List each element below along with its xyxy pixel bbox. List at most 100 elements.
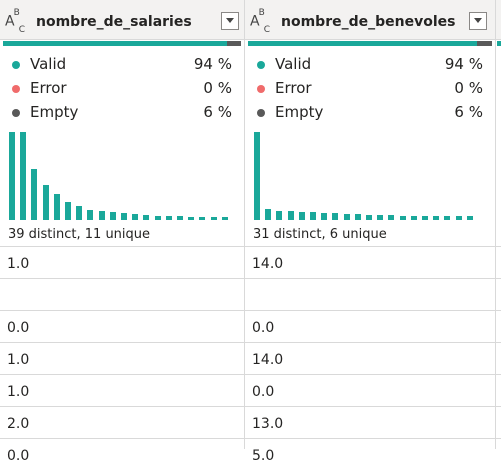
stat-valid: Valid 94 %	[245, 54, 495, 78]
text-type-icon[interactable]: ABC	[250, 8, 270, 36]
histogram-bar[interactable]	[332, 212, 339, 220]
histogram-bar[interactable]	[265, 209, 272, 220]
histogram-bar[interactable]	[65, 202, 71, 220]
empty-dot-icon	[257, 109, 265, 117]
table-cell[interactable]: 0.0	[245, 374, 495, 406]
stat-pct: 6 %	[454, 103, 483, 121]
column-values	[496, 246, 501, 470]
quality-empty-segment	[226, 41, 241, 46]
empty-dot-icon	[12, 109, 20, 117]
histogram-bar[interactable]	[87, 210, 94, 220]
histogram-bar[interactable]	[20, 132, 27, 220]
histogram-bar[interactable]	[466, 216, 473, 220]
column-header[interactable]: ABC nombre_de_salaries	[0, 0, 244, 40]
histogram-bar[interactable]	[399, 215, 406, 220]
stat-error: Error 0 %	[245, 78, 495, 102]
quality-bar	[3, 41, 241, 46]
table-cell[interactable]	[496, 310, 501, 342]
histogram-bar[interactable]	[121, 212, 127, 220]
histogram-bar[interactable]	[132, 213, 139, 220]
histogram-bar[interactable]	[433, 216, 440, 220]
histogram-bar[interactable]	[343, 213, 350, 220]
table-cell[interactable]: 0.0	[0, 310, 244, 342]
stat-pct: 0 %	[454, 79, 483, 97]
table-cell[interactable]	[496, 374, 501, 406]
stat-pct: 94 %	[193, 55, 232, 73]
histogram-bar[interactable]	[53, 193, 60, 220]
column-title[interactable]: nombre_de_salaries	[36, 14, 192, 30]
histogram-bar[interactable]	[154, 215, 161, 220]
table-cell[interactable]	[496, 406, 501, 438]
chevron-down-icon[interactable]	[469, 12, 487, 30]
quality-valid-segment	[497, 41, 501, 46]
histogram-bar[interactable]	[143, 214, 150, 220]
stat-label: Valid	[275, 55, 312, 73]
histogram-bar[interactable]	[210, 217, 217, 220]
table-cell[interactable]: 2.0	[0, 406, 244, 438]
histogram-bar[interactable]	[199, 217, 206, 220]
histogram-bar[interactable]	[254, 132, 260, 220]
column-title[interactable]: nombre_de_benevoles	[281, 14, 456, 30]
histogram-bar[interactable]	[310, 212, 316, 220]
table-cell[interactable]: 13.0	[245, 406, 495, 438]
quality-stats: Valid 94 % Error 0 % Empty 6 %	[245, 54, 495, 126]
table-cell[interactable]: 14.0	[245, 342, 495, 374]
error-dot-icon	[257, 85, 265, 93]
histogram-bar[interactable]	[31, 168, 38, 220]
histogram-bar[interactable]	[177, 216, 183, 220]
histogram-bar[interactable]	[76, 205, 83, 220]
histogram-bar[interactable]	[444, 216, 451, 220]
column-header[interactable]	[496, 0, 501, 40]
table-cell[interactable]: 0.0	[245, 310, 495, 342]
table-cell[interactable]	[496, 342, 501, 374]
column-values: 14.0 0.0 14.0 0.0 13.0 5.0	[245, 246, 495, 470]
histogram-bar[interactable]	[377, 214, 384, 220]
histogram-bar[interactable]	[410, 215, 417, 220]
histogram-bar[interactable]	[388, 214, 395, 220]
histogram-bar[interactable]	[42, 184, 49, 220]
stat-empty: Empty 6 %	[0, 102, 244, 126]
table-cell[interactable]: 5.0	[245, 438, 495, 470]
quality-valid-segment	[3, 41, 227, 46]
histogram-bar[interactable]	[366, 214, 372, 220]
stat-error: Error 0 %	[0, 78, 244, 102]
table-cell[interactable]: 14.0	[245, 246, 495, 278]
table-cell[interactable]: 0.0	[0, 438, 244, 470]
table-cell[interactable]	[496, 246, 501, 278]
stat-pct: 6 %	[203, 103, 232, 121]
chevron-down-icon[interactable]	[221, 12, 239, 30]
table-cell[interactable]: 1.0	[0, 374, 244, 406]
value-distribution-histogram[interactable]	[254, 130, 484, 220]
table-cell[interactable]	[245, 278, 495, 310]
histogram-bar[interactable]	[422, 215, 428, 220]
histogram-bar[interactable]	[455, 216, 462, 220]
quality-bar	[497, 41, 501, 46]
histogram-bar[interactable]	[109, 212, 116, 220]
valid-dot-icon	[257, 61, 265, 69]
column-header[interactable]: ABC nombre_de_benevoles	[245, 0, 495, 40]
histogram-bar[interactable]	[321, 212, 328, 220]
stat-pct: 0 %	[203, 79, 232, 97]
stat-pct: 94 %	[444, 55, 483, 73]
histogram-bar[interactable]	[287, 211, 294, 220]
valid-dot-icon	[12, 61, 20, 69]
histogram-bar[interactable]	[298, 212, 305, 220]
table-cell[interactable]	[496, 438, 501, 470]
histogram-bar[interactable]	[98, 211, 105, 220]
table-cell[interactable]: 1.0	[0, 246, 244, 278]
histogram-bar[interactable]	[354, 213, 361, 220]
table-cell[interactable]	[496, 278, 501, 310]
histogram-bar[interactable]	[276, 211, 283, 220]
column-next-partial	[496, 0, 501, 449]
table-cell[interactable]: 1.0	[0, 342, 244, 374]
text-type-icon[interactable]: ABC	[5, 8, 25, 36]
histogram-bar[interactable]	[165, 216, 172, 220]
histogram-bar[interactable]	[9, 132, 15, 220]
table-cell[interactable]	[0, 278, 244, 310]
histogram-bar[interactable]	[221, 217, 228, 220]
value-distribution-histogram[interactable]	[9, 130, 239, 220]
stat-label: Error	[275, 79, 312, 97]
quality-valid-segment	[248, 41, 478, 46]
histogram-bar[interactable]	[188, 217, 195, 220]
